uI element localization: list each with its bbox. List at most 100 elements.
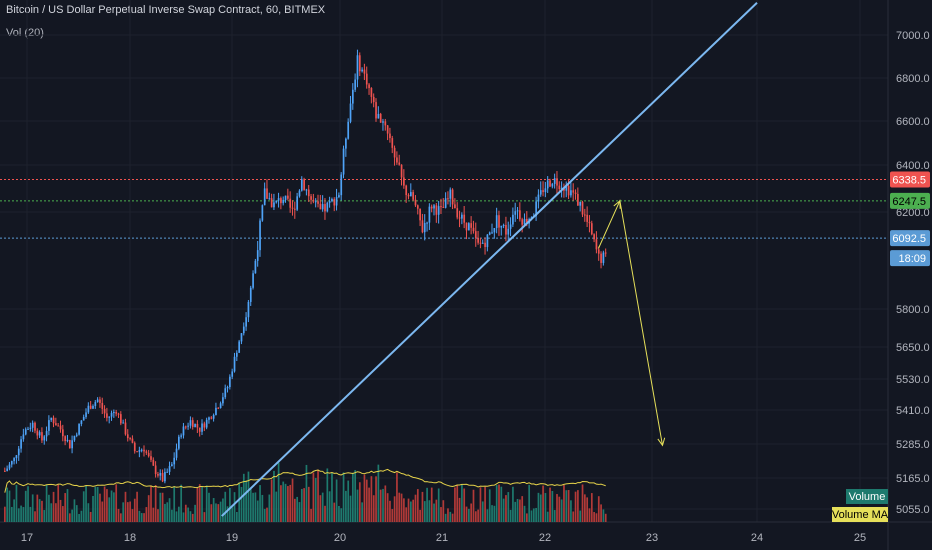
volume-bar bbox=[456, 484, 459, 522]
candle-body bbox=[412, 192, 415, 200]
candle-body bbox=[126, 434, 129, 439]
volume-bar bbox=[212, 498, 215, 522]
price-tag-label: 6338.5 bbox=[892, 174, 926, 186]
volume-bar bbox=[347, 480, 350, 522]
candle-body bbox=[138, 450, 141, 452]
volume-bar bbox=[454, 487, 456, 522]
volume-bar bbox=[488, 489, 491, 522]
candle-body bbox=[386, 125, 389, 134]
volume-bar bbox=[546, 511, 549, 522]
volume-bar bbox=[530, 510, 533, 522]
candle-body bbox=[488, 232, 491, 235]
candle-body bbox=[113, 412, 115, 414]
volume-bar bbox=[254, 492, 257, 522]
candle-body bbox=[400, 164, 403, 178]
candle-body bbox=[210, 417, 213, 419]
volume-bar bbox=[532, 508, 535, 522]
candle-body bbox=[551, 183, 554, 187]
volume-bar bbox=[542, 485, 544, 522]
candle-body bbox=[454, 204, 456, 209]
candle-body bbox=[6, 468, 9, 471]
candle-body bbox=[59, 425, 62, 430]
y-tick-label: 5800.0 bbox=[896, 304, 930, 316]
candle-body bbox=[544, 188, 547, 193]
volume-bar bbox=[287, 486, 289, 522]
candle-body bbox=[314, 201, 317, 203]
volume-bar bbox=[296, 496, 299, 522]
y-tick-label: 6400.0 bbox=[896, 160, 930, 172]
candle-body bbox=[444, 198, 447, 208]
candle-body bbox=[136, 451, 138, 453]
volume-bar bbox=[59, 499, 62, 522]
candle-body bbox=[588, 221, 591, 224]
candle-body bbox=[85, 412, 87, 417]
y-tick-label: 5410.0 bbox=[896, 405, 930, 417]
volume-bar bbox=[280, 485, 282, 522]
volume-bar bbox=[27, 486, 29, 522]
volume-bar bbox=[92, 495, 94, 522]
y-tick-label: 5055.0 bbox=[896, 504, 930, 516]
volume-bar bbox=[29, 506, 32, 522]
candle-body bbox=[284, 195, 287, 200]
volume-indicator-label: Vol (20) bbox=[6, 27, 44, 39]
volume-bar bbox=[382, 488, 384, 522]
volume-bar bbox=[440, 507, 442, 522]
candle-body bbox=[328, 201, 331, 203]
candle-body bbox=[171, 464, 173, 467]
candle-body bbox=[154, 465, 157, 475]
volume-bar bbox=[324, 505, 326, 522]
candle-body bbox=[581, 201, 584, 215]
candle-body bbox=[24, 429, 27, 435]
volume-bar bbox=[175, 511, 178, 522]
volume-bar bbox=[261, 494, 264, 522]
volume-bar bbox=[256, 500, 259, 522]
volume-bar bbox=[266, 507, 268, 522]
volume-bar bbox=[509, 509, 512, 522]
candle-body bbox=[166, 471, 169, 473]
volume-bar bbox=[407, 498, 410, 522]
candle-body bbox=[363, 69, 366, 74]
candle-body bbox=[333, 199, 336, 206]
candle-body bbox=[377, 113, 380, 119]
volume-bar bbox=[252, 492, 254, 522]
candle-body bbox=[147, 452, 150, 457]
candle-body bbox=[34, 422, 36, 431]
price-tag bbox=[890, 192, 930, 209]
volume-bar bbox=[55, 503, 57, 522]
volume-bar bbox=[375, 476, 377, 522]
volume-bar bbox=[180, 484, 183, 522]
candle-body bbox=[66, 439, 69, 442]
volume-bar bbox=[203, 512, 206, 522]
volume-bar bbox=[340, 508, 343, 522]
volume-bar bbox=[13, 499, 15, 522]
volume-bar bbox=[349, 495, 352, 522]
candle-body bbox=[393, 147, 396, 158]
volume-bar bbox=[563, 484, 565, 522]
price-tag-label: 6247.5 bbox=[892, 196, 926, 208]
volume-bar bbox=[491, 505, 493, 522]
volume-bar bbox=[310, 508, 312, 522]
volume-bar bbox=[370, 476, 373, 522]
volume-bar bbox=[352, 472, 354, 522]
candle-body bbox=[108, 416, 111, 418]
candle-body bbox=[442, 206, 445, 208]
candle-body bbox=[495, 215, 498, 229]
candle-body bbox=[87, 405, 90, 413]
candle-body bbox=[352, 89, 354, 104]
volume-bar bbox=[321, 492, 324, 522]
volume-bar bbox=[354, 470, 357, 522]
volume-bar bbox=[101, 501, 104, 522]
candle-body bbox=[421, 220, 424, 233]
candle-body bbox=[268, 198, 271, 200]
candle-body bbox=[296, 196, 299, 210]
candle-body bbox=[335, 197, 338, 206]
volume-bar bbox=[173, 486, 176, 522]
volume-bar bbox=[604, 513, 607, 522]
volume-bar bbox=[553, 510, 556, 522]
trendline bbox=[221, 2, 758, 517]
candle-body bbox=[526, 218, 528, 224]
candle-body bbox=[145, 451, 148, 453]
volume-bar bbox=[184, 504, 187, 522]
y-tick-label: 5650.0 bbox=[896, 342, 930, 354]
